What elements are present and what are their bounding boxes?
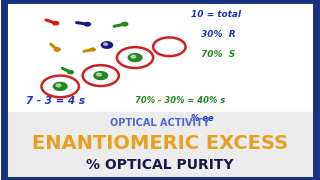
Circle shape xyxy=(94,72,108,80)
Circle shape xyxy=(54,48,60,51)
Text: OPTICAL ACTIVITY: OPTICAL ACTIVITY xyxy=(110,118,210,128)
Text: 70%  S: 70% S xyxy=(201,50,235,59)
Circle shape xyxy=(68,71,73,74)
Circle shape xyxy=(101,42,113,48)
Text: % ee: % ee xyxy=(191,114,214,123)
Text: 30%  R: 30% R xyxy=(201,30,235,39)
Circle shape xyxy=(53,82,67,90)
Circle shape xyxy=(90,48,95,51)
Text: % OPTICAL PURITY: % OPTICAL PURITY xyxy=(86,158,234,172)
Circle shape xyxy=(53,21,59,25)
Bar xyxy=(4,112,316,180)
Circle shape xyxy=(84,22,91,26)
Circle shape xyxy=(128,54,142,62)
Circle shape xyxy=(56,84,61,87)
Circle shape xyxy=(104,43,108,45)
Circle shape xyxy=(122,22,128,26)
Text: ENANTIOMERIC EXCESS: ENANTIOMERIC EXCESS xyxy=(32,134,288,153)
Text: 10 = total: 10 = total xyxy=(191,10,241,19)
Circle shape xyxy=(131,55,136,58)
Text: 7 - 3 = 4 s: 7 - 3 = 4 s xyxy=(26,96,85,106)
Circle shape xyxy=(97,73,101,76)
Text: 70% - 30% = 40% s: 70% - 30% = 40% s xyxy=(135,96,225,105)
